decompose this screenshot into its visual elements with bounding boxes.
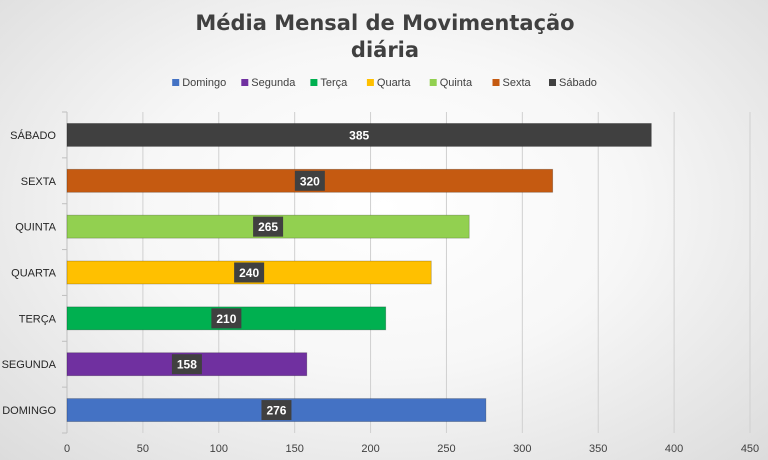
- x-tick-label: 300: [513, 443, 531, 455]
- category-label: TERÇA: [19, 313, 57, 325]
- bars: [66, 123, 652, 422]
- data-label-box: [211, 308, 242, 329]
- data-label-box: [261, 400, 292, 421]
- x-tick-label: 400: [665, 443, 683, 455]
- legend-label: Sábado: [559, 77, 597, 89]
- legend-swatch-sábado: [549, 79, 556, 86]
- legend-label: Segunda: [251, 77, 296, 89]
- data-label-box: [171, 354, 202, 375]
- category-label: QUARTA: [11, 268, 56, 280]
- legend-label: Sexta: [503, 77, 532, 89]
- data-label: 276: [266, 404, 286, 418]
- category-label: SEXTA: [21, 176, 57, 188]
- x-tick-label: 450: [741, 443, 759, 455]
- data-label: 240: [239, 266, 259, 280]
- x-tick-label: 200: [361, 443, 379, 455]
- legend-swatch-sexta: [492, 79, 500, 86]
- legend-label: Quarta: [377, 77, 412, 89]
- chart-title-line-1: Média Mensal de Movimentação: [195, 11, 574, 35]
- data-label-box: [294, 170, 325, 191]
- legend-swatch-quarta: [366, 79, 374, 86]
- legend-label: Domingo: [182, 77, 226, 89]
- chart-title-line-2: diária: [351, 38, 419, 62]
- x-tick-label: 100: [210, 443, 228, 455]
- category-axis: DOMINGO SEGUNDA TERÇA QUARTA QUINTA SEXTA SÁBA…: [2, 129, 57, 417]
- legend-label: Terça: [320, 77, 348, 89]
- x-tick-label: 250: [437, 443, 455, 455]
- data-label: 385: [349, 128, 369, 142]
- x-tick-label: 150: [285, 443, 303, 455]
- legend-swatch-domingo: [172, 79, 180, 86]
- x-tick-label: 50: [137, 443, 149, 455]
- x-tick-label: 350: [589, 443, 607, 455]
- data-label: 158: [177, 358, 197, 372]
- data-label-box: [344, 124, 375, 145]
- legend-label: Quinta: [440, 77, 473, 89]
- category-label: SEGUNDA: [2, 359, 57, 371]
- legend-swatch-terça: [310, 79, 318, 86]
- data-label: 265: [258, 220, 278, 234]
- data-labels: 276 158 210 240 265 320 385: [171, 124, 375, 421]
- data-label: 210: [216, 312, 236, 326]
- data-label-box: [253, 216, 284, 237]
- data-label-box: [234, 262, 265, 283]
- category-label: QUINTA: [15, 222, 56, 234]
- legend: Domingo Segunda Terça Quarta Quinta Sexta Sába…: [172, 77, 597, 89]
- legend-swatch-segunda: [241, 79, 249, 86]
- category-label: SÁBADO: [10, 129, 56, 142]
- x-tick-label: 0: [64, 443, 70, 455]
- category-label: DOMINGO: [2, 405, 56, 417]
- value-axis: 0 50 100 150 200 250 300 350 400 450: [64, 443, 759, 455]
- data-label: 320: [300, 174, 320, 188]
- legend-swatch-quinta: [429, 79, 437, 86]
